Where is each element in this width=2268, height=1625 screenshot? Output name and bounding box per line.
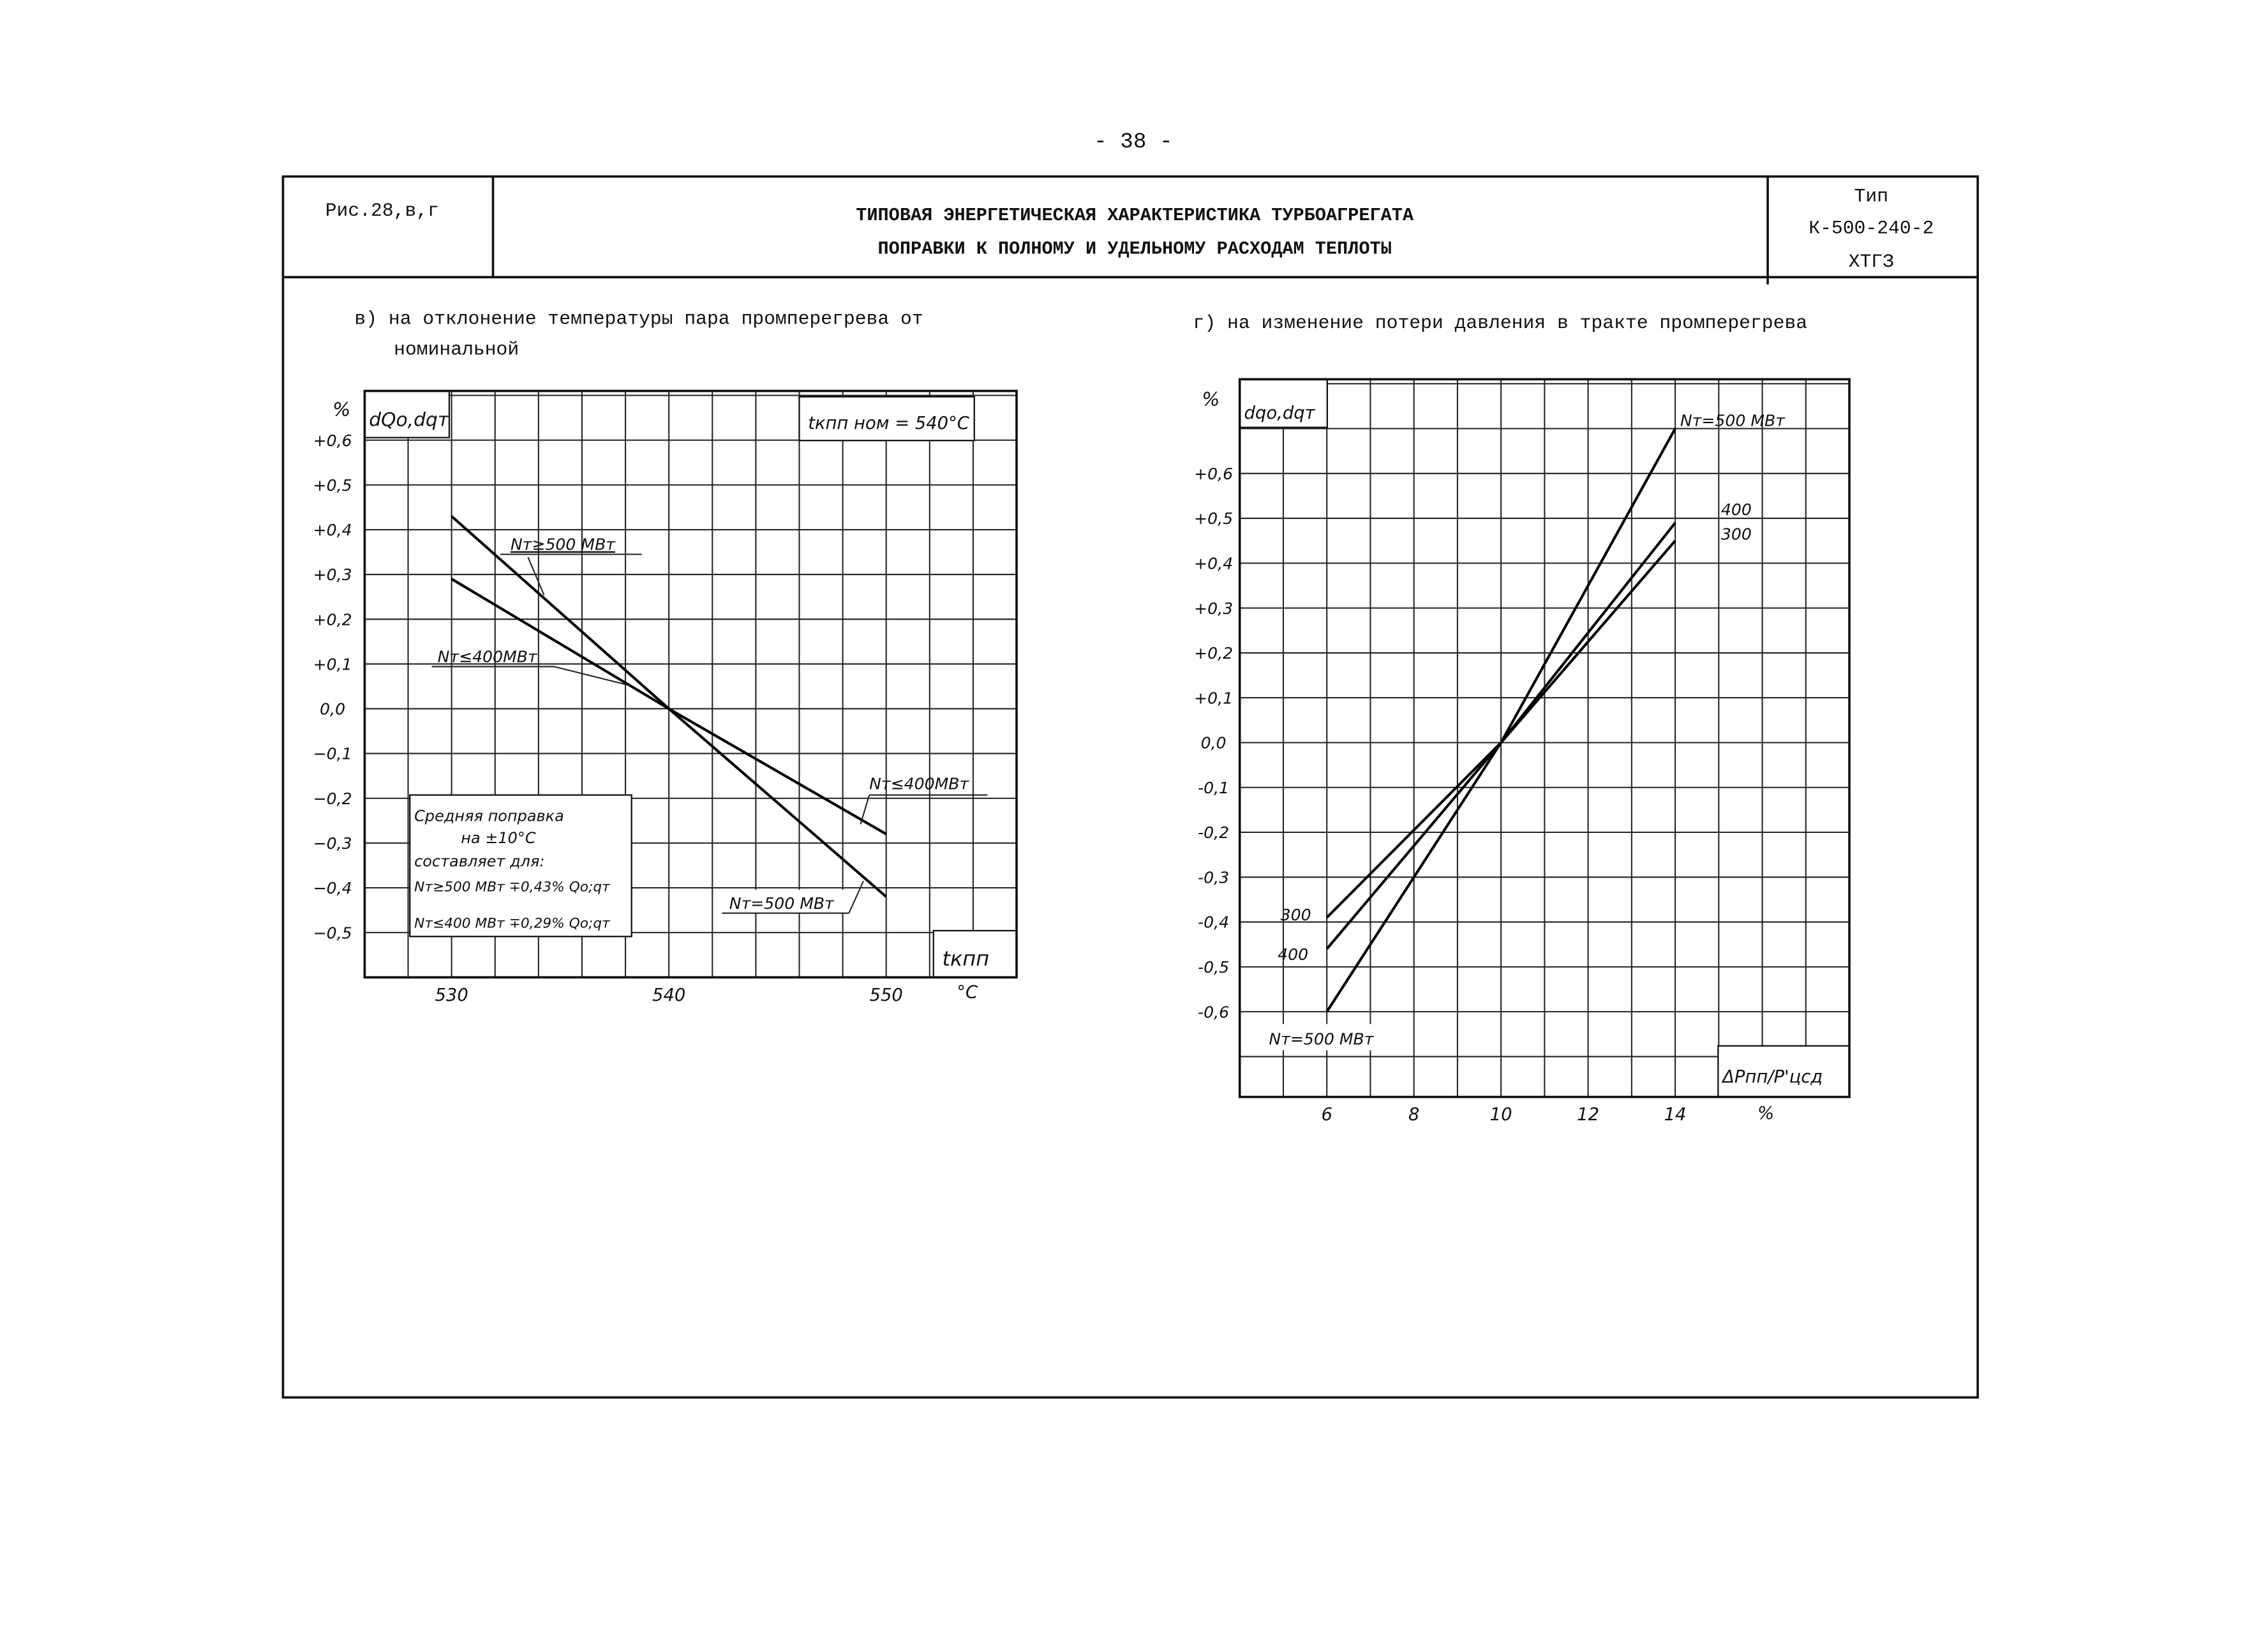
y-tick-label: -0,6	[1198, 1003, 1229, 1021]
x-tick-label: 12	[1577, 1105, 1599, 1125]
y-tick-label: −0,4	[313, 879, 352, 897]
leader-line	[527, 557, 545, 595]
type-label: Тип	[1854, 185, 1888, 207]
y-tick-label: -0,5	[1198, 958, 1229, 977]
y-tick-label: +0,4	[1194, 555, 1233, 573]
caption-left-line1: в) на отклонение температуры пара промпе…	[354, 308, 923, 329]
y-tick-label: 0,0	[320, 700, 345, 719]
series-label-500-top: Nт=500 МВт	[1680, 411, 1786, 430]
note-line: на ±10°C	[461, 829, 536, 847]
y-label: dqо,dqт	[1244, 403, 1316, 423]
x-tick-label: 540	[652, 985, 685, 1005]
series-label-400-top: 400	[1721, 500, 1752, 519]
caption-right: г) на изменение потери давления в тракте…	[1193, 312, 1808, 334]
chart-pressure-loss: +0,6 +0,5 +0,4 +0,3 +0,2 +0,1 0,0 -0,1 -0,2 -0,3 -…	[1194, 378, 1851, 1125]
y-tick-label: −0,2	[313, 790, 352, 808]
y-label-box	[364, 390, 451, 438]
note-line: Nт≤400 МВт ∓0,29% Qо;qт	[414, 916, 611, 932]
series-label-500: Nт≥500 МВт	[511, 535, 616, 554]
type-maker: ХТГЗ	[1849, 251, 1894, 273]
y-tick-label: +0,4	[313, 521, 352, 539]
y-tick-label: +0,1	[313, 655, 352, 673]
series-label-box	[1242, 1024, 1403, 1051]
series-label-400-bottom: 400	[1278, 945, 1308, 964]
y-tick-label: +0,5	[313, 476, 352, 495]
y-tick-label: +0,5	[1194, 509, 1233, 528]
y-tick-label: +0,2	[1194, 644, 1233, 663]
x-tick-label: 530	[435, 985, 468, 1005]
x-tick-label: 6	[1321, 1105, 1332, 1125]
x-label: tкпп	[942, 947, 989, 971]
note-box	[409, 794, 632, 938]
y-label-box	[1239, 378, 1328, 428]
note-line: составляет для:	[414, 853, 544, 871]
doc-title-line2: ПОПРАВКИ К ПОЛНОМУ И УДЕЛЬНОМУ РАСХОДАМ …	[878, 239, 1392, 260]
plot-frame	[363, 389, 1018, 979]
series-label-300-top: 300	[1721, 525, 1752, 544]
y-tick-label: +0,1	[1194, 689, 1233, 707]
nominal-note: tкпп ном = 540°C	[808, 414, 970, 433]
y-tick-label: −0,3	[313, 834, 352, 853]
x-label-box	[932, 929, 1018, 978]
series-line-2	[1325, 539, 1676, 919]
x-tick-label: 550	[870, 985, 903, 1005]
x-tick-label: 8	[1408, 1105, 1419, 1125]
doc-title-line1: ТИПОВАЯ ЭНЕРГЕТИЧЕСКАЯ ХАРАКТЕРИСТИКА ТУ…	[856, 205, 1414, 226]
plot-frame	[1238, 378, 1851, 1098]
type-model: К-500-240-2	[1809, 218, 1934, 239]
series-label-300-bottom: 300	[1281, 906, 1311, 924]
note-line: Средняя поправка	[414, 807, 564, 825]
x-label: ΔPпп/P'цсд	[1721, 1067, 1823, 1087]
series-label-400: Nт≤400МВт	[438, 648, 538, 666]
y-unit: %	[1202, 388, 1220, 410]
y-tick-label: +0,6	[1194, 465, 1233, 483]
y-tick-label: −0,1	[313, 745, 352, 763]
caption-left-line2: номинальной	[394, 338, 519, 360]
y-tick-label: -0,4	[1198, 913, 1229, 932]
y-tick-label: -0,3	[1198, 868, 1229, 887]
y-tick-label: +0,6	[313, 431, 352, 450]
series-label-500-bottom: Nт=500 МВт	[1269, 1030, 1374, 1048]
series-label-400-right: Nт≤400МВт	[869, 774, 969, 793]
x-tick-label: 10	[1490, 1105, 1512, 1125]
leader-line	[860, 795, 870, 825]
x-unit: °C	[957, 982, 978, 1002]
page-number: - 38 -	[1094, 130, 1172, 154]
y-tick-label: +0,2	[313, 610, 352, 629]
x-tick-label: 14	[1664, 1105, 1687, 1125]
chart-temperature: +0,6 +0,5 +0,4 +0,3 +0,2 +0,1 0,0 −0,1 −0,2 −0,3 −…	[313, 389, 1018, 1005]
y-tick-label: −0,5	[313, 924, 352, 942]
note-line: Nт≥500 МВт ∓0,43% Qо;qт	[414, 879, 611, 895]
series-label-500-right: Nт=500 МВт	[729, 894, 835, 913]
figure-ref: Рис.28,в,г	[325, 200, 439, 221]
y-tick-label: +0,3	[1194, 599, 1233, 618]
leader-line	[848, 880, 864, 914]
leader-line	[554, 666, 630, 687]
series-line-1	[451, 578, 887, 835]
y-tick-label: -0,1	[1198, 779, 1229, 797]
series-label-box	[724, 890, 849, 913]
document-frame	[281, 175, 1979, 1399]
x-unit: %	[1757, 1104, 1774, 1123]
nominal-box	[798, 396, 975, 442]
y-label: dQo,dqт	[369, 408, 450, 431]
y-tick-label: +0,3	[313, 565, 352, 584]
y-unit: %	[332, 398, 350, 421]
y-tick-label: 0,0	[1201, 734, 1227, 753]
y-tick-label: -0,2	[1198, 823, 1229, 842]
